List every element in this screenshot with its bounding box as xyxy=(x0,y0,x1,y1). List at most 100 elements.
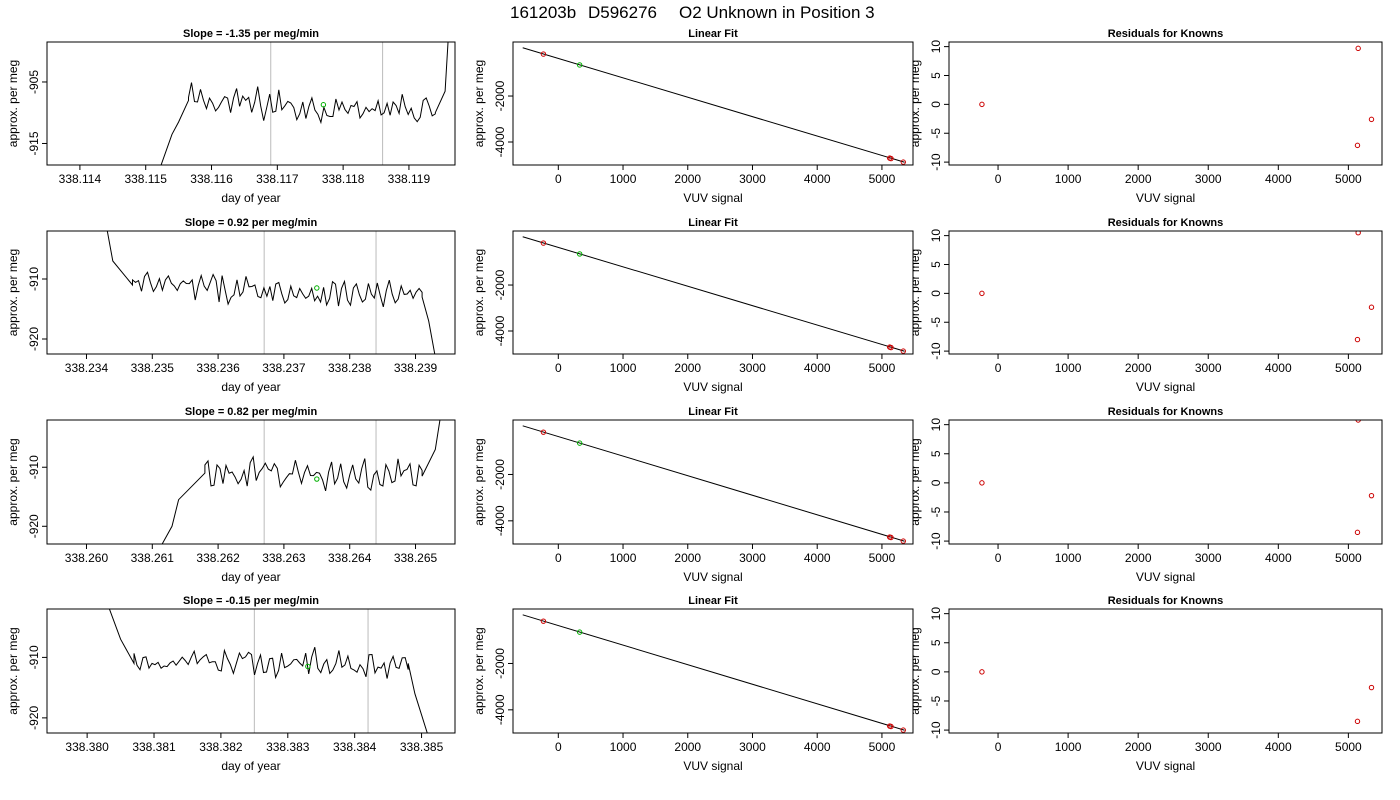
y-axis-label: approx. per meg xyxy=(908,627,922,714)
suptitle-date: 161203b xyxy=(510,3,576,22)
x-tick-label: 338.261 xyxy=(131,551,175,565)
suptitle-description: O2 Unknown in Position 3 xyxy=(679,3,875,22)
plot-frame xyxy=(512,230,914,355)
x-tick-label: 3000 xyxy=(1195,551,1222,565)
plot-frame xyxy=(46,230,456,355)
x-tick-label: 4000 xyxy=(804,551,831,565)
panel-title: Linear Fit xyxy=(688,595,738,607)
panel-title: Residuals for Knowns xyxy=(1108,28,1224,40)
x-tick-label: 338.118 xyxy=(322,172,365,186)
x-tick-label: 338.263 xyxy=(262,551,306,565)
x-tick-label: 3000 xyxy=(739,361,766,375)
panel-3-1: Slope = 0.82 per meg/min 338.260 338.261 33… xyxy=(6,406,456,584)
x-tick-label: 338.235 xyxy=(131,361,175,375)
y-tick-label: -905 xyxy=(27,70,41,94)
x-tick-label: 338.260 xyxy=(65,551,109,565)
x-tick-label: 338.115 xyxy=(124,172,167,186)
unknown-point xyxy=(576,629,583,635)
y-tick-label: -910 xyxy=(27,267,41,291)
x-tick-label: 5000 xyxy=(869,740,896,754)
x-tick-label: 3000 xyxy=(739,551,766,565)
panel-title: Residuals for Knowns xyxy=(1108,595,1224,607)
signal-trace xyxy=(160,42,449,165)
known-point xyxy=(888,155,894,162)
panel-title: Slope = -1.35 per meg/min xyxy=(183,28,319,40)
signal-trace xyxy=(161,420,441,544)
y-tick-label: 10 xyxy=(929,607,943,621)
plot-frame xyxy=(512,608,914,734)
x-tick-label: 1000 xyxy=(610,172,637,186)
plot-area xyxy=(108,609,428,733)
x-tick-label: 338.239 xyxy=(394,361,438,375)
x-tick-label: 2000 xyxy=(1125,551,1152,565)
x-tick-label: 338.380 xyxy=(65,740,109,754)
unknown-point xyxy=(576,251,583,257)
x-tick-label: 1000 xyxy=(1055,551,1082,565)
y-axis-label: approx. per meg xyxy=(6,627,20,714)
x-tick-label: 5000 xyxy=(1335,740,1362,754)
known-point xyxy=(888,534,894,541)
known-point xyxy=(888,344,894,351)
x-tick-label: 4000 xyxy=(804,740,831,754)
panel-title: Residuals for Knowns xyxy=(1108,217,1224,229)
plot-area xyxy=(106,231,436,354)
known-point xyxy=(888,723,894,730)
plot-frame xyxy=(948,608,1383,734)
plot-area xyxy=(979,420,1375,536)
y-axis-label: approx. per meg xyxy=(6,60,20,147)
y-axis-label: approx. per meg xyxy=(908,438,922,525)
unknown-marker xyxy=(314,285,320,291)
y-tick-label: -4000 xyxy=(493,694,507,725)
x-tick-label: 3000 xyxy=(1195,740,1222,754)
residual-point xyxy=(979,480,985,486)
x-tick-label: 0 xyxy=(995,361,1002,375)
plot-area xyxy=(979,669,1375,725)
panel-1-3: Residuals for Knowns 0 1000 2000 3000 4000 500… xyxy=(908,28,1383,205)
x-tick-label: 338.265 xyxy=(394,551,438,565)
plot-area xyxy=(522,614,906,733)
x-axis-label: VUV signal xyxy=(683,570,742,584)
x-tick-label: 338.237 xyxy=(262,361,306,375)
x-axis-label: VUV signal xyxy=(1136,759,1195,773)
y-axis-label: approx. per meg xyxy=(472,60,486,147)
x-tick-label: 338.234 xyxy=(65,361,109,375)
panel-title: Linear Fit xyxy=(688,28,738,40)
y-tick-label: 10 xyxy=(929,418,943,432)
x-tick-label: 0 xyxy=(995,172,1002,186)
residual-point xyxy=(979,101,985,108)
x-tick-label: 338.264 xyxy=(328,551,372,565)
residual-point xyxy=(1368,304,1375,310)
y-tick-label: -5 xyxy=(929,695,943,706)
y-tick-label: -10 xyxy=(929,532,943,550)
y-tick-label: -10 xyxy=(929,153,943,171)
panel-title: Linear Fit xyxy=(688,406,738,418)
y-tick-label: -4000 xyxy=(493,315,507,346)
residual-point xyxy=(1355,420,1361,423)
y-tick-label: -4000 xyxy=(493,126,507,157)
y-tick-label: 0 xyxy=(929,668,943,675)
y-tick-label: -5 xyxy=(929,317,943,328)
plot-frame xyxy=(46,608,456,734)
y-axis-label: approx. per meg xyxy=(6,438,20,525)
x-tick-label: 338.385 xyxy=(400,740,444,754)
x-tick-label: 4000 xyxy=(1265,551,1292,565)
unknown-marker xyxy=(320,102,327,108)
x-tick-label: 3000 xyxy=(1195,361,1222,375)
x-tick-label: 0 xyxy=(995,551,1002,565)
y-axis-label: approx. per meg xyxy=(472,438,486,525)
x-axis-label: VUV signal xyxy=(1136,570,1195,584)
x-tick-label: 1000 xyxy=(610,551,637,565)
unknown-point xyxy=(576,62,583,68)
x-tick-label: 4000 xyxy=(1265,740,1292,754)
y-tick-label: -2000 xyxy=(493,269,507,300)
fit-line xyxy=(522,47,905,163)
x-tick-label: 0 xyxy=(555,740,562,754)
x-tick-label: 338.116 xyxy=(190,172,233,186)
plot-frame xyxy=(948,419,1383,545)
x-tick-label: 5000 xyxy=(1335,361,1362,375)
y-tick-label: 5 xyxy=(929,72,943,79)
y-tick-label: -10 xyxy=(929,342,943,360)
panel-2-3: Residuals for Knowns 0 1000 2000 3000 4000 500… xyxy=(908,217,1383,394)
panel-2-2: Linear Fit 0 1000 2000 3000 4000 5000 -2000 -400… xyxy=(472,217,914,394)
